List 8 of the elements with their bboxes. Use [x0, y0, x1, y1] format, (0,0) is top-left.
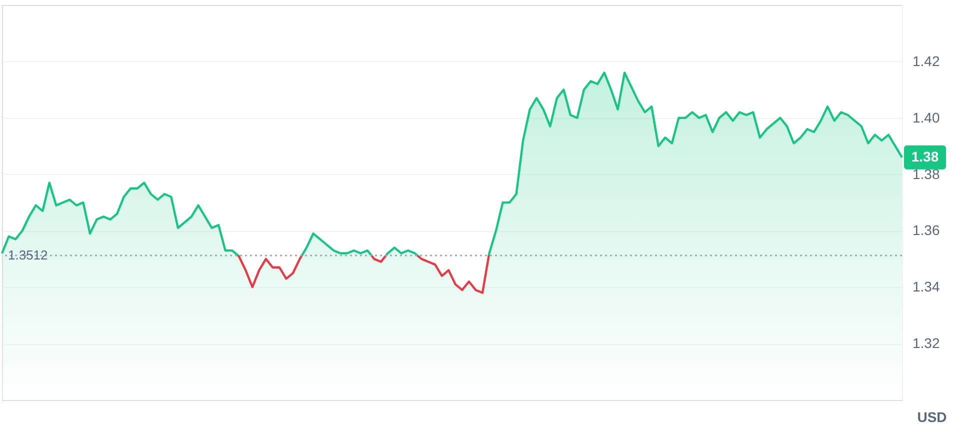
- y-tick-label: 1.42: [912, 52, 940, 69]
- y-tick-label: 1.36: [912, 222, 940, 238]
- ref-line-label: 1.3512: [8, 248, 48, 263]
- y-tick-label: 1.38: [912, 166, 940, 182]
- y-tick-label: 1.34: [912, 278, 940, 295]
- y-axis-title: USD: [917, 409, 947, 425]
- y-tick-label: 1.40: [912, 109, 940, 126]
- y-tick-label: 1.32: [912, 335, 940, 352]
